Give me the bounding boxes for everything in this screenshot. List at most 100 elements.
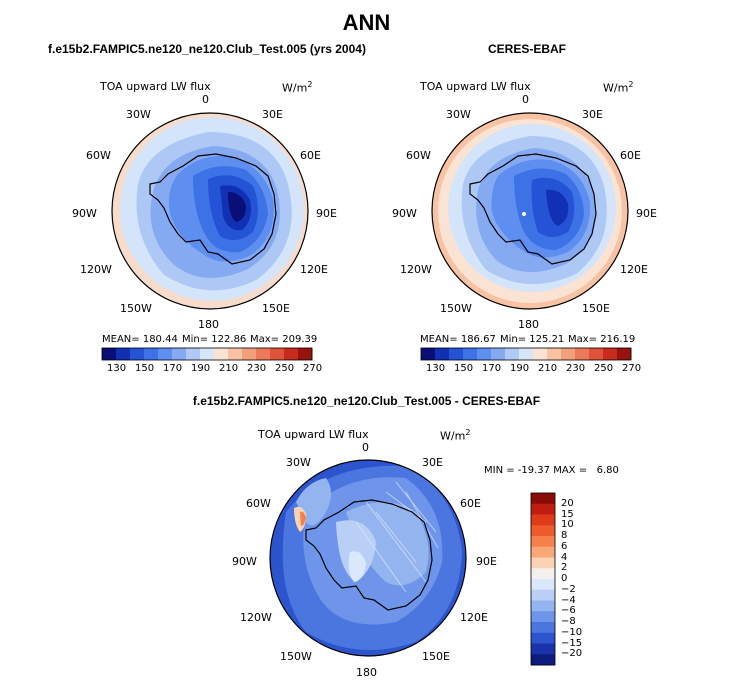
model-lon-label-90e: 90E <box>316 207 337 220</box>
diff-colorbar-tick-label: −20 <box>561 648 583 660</box>
obs-mean-stat: MEAN= 186.67 <box>420 334 496 345</box>
obs-colorbar-swatch <box>491 348 506 360</box>
model-colorbar-tick-label: 150 <box>135 363 155 374</box>
model-colorbar-swatch <box>102 348 117 360</box>
model-colorbar-swatch <box>116 348 131 360</box>
obs-lon-label-60w: 60W <box>406 149 431 162</box>
obs-colorbar-tick-label: 270 <box>622 363 642 374</box>
model-lon-label-90w: 90W <box>72 207 97 220</box>
diff-colorbar-tick-label: 6 <box>561 540 568 552</box>
diff-lon-label-90e: 90E <box>476 555 497 568</box>
obs-lon-label-120w: 120W <box>400 263 432 276</box>
obs-min-stat: Min= 125.21 <box>500 334 565 345</box>
obs-lon-label-150w: 150W <box>440 302 472 315</box>
obs-colorbar-swatch <box>519 348 534 360</box>
model-mean-stat: MEAN= 180.44 <box>102 334 178 345</box>
diff-colorbar-swatch <box>531 525 555 537</box>
diff-colorbar-swatch <box>531 493 555 505</box>
diff-lon-label-90w: 90W <box>232 555 257 568</box>
diff-colorbar-swatch <box>531 514 555 526</box>
model-colorbar-tick-label: 210 <box>219 363 239 374</box>
model-colorbar-tick-label: 130 <box>107 363 127 374</box>
obs-colorbar-tick-label: 250 <box>594 363 614 374</box>
diff-lon-label-60e: 60E <box>460 497 481 510</box>
model-lon-label-60w: 60W <box>86 149 111 162</box>
model-colorbar-swatch <box>284 348 299 360</box>
obs-colorbar-swatch <box>463 348 478 360</box>
obs-lon-label-90e: 90E <box>636 207 657 220</box>
diff-units-label: W/m2 <box>440 428 471 443</box>
obs-lon-label-60e: 60E <box>620 149 641 162</box>
obs-polar-map <box>431 112 629 310</box>
diff-colorbar-tick-label: 20 <box>561 497 574 509</box>
obs-max-stat: Max= 216.19 <box>568 334 636 345</box>
obs-lon-label-30e: 30E <box>582 108 603 121</box>
diff-colorbar-tick-label: −8 <box>561 616 576 627</box>
diff-colorbar-swatch <box>531 654 555 666</box>
obs-lon-label-120e: 120E <box>620 263 648 276</box>
obs-colorbar-tick-label: 210 <box>538 363 558 374</box>
diff-colorbar-swatch <box>531 622 555 634</box>
model-lon-label-0: 0 <box>202 93 209 106</box>
diff-lon-label-30e: 30E <box>422 456 443 469</box>
obs-colorbar-tick-label: 190 <box>510 363 530 374</box>
obs-colorbar-swatch <box>449 348 464 360</box>
model-lon-label-60e: 60E <box>300 149 321 162</box>
model-colorbar-tick-label: 230 <box>247 363 267 374</box>
model-lon-label-150e: 150E <box>262 302 290 315</box>
obs-lon-label-90w: 90W <box>392 207 417 220</box>
model-colorbar-tick-label: 270 <box>303 363 323 374</box>
diff-min-max-stat: MIN = -19.37 MAX = 6.80 <box>484 465 619 476</box>
obs-colorbar-swatch <box>603 348 618 360</box>
diff-colorbar-tick-label: 2 <box>561 562 568 574</box>
obs-colorbar-tick-label: 150 <box>454 363 474 374</box>
main-title: ANN <box>342 10 391 35</box>
model-polar-map <box>111 112 309 310</box>
model-lon-label-120w: 120W <box>80 263 112 276</box>
model-lon-label-150w: 150W <box>120 302 152 315</box>
obs-colorbar-swatch <box>575 348 590 360</box>
diff-panel-title: f.e15b2.FAMPIC5.ne120_ne120.Club_Test.00… <box>192 394 541 408</box>
diff-colorbar <box>530 492 556 666</box>
model-colorbar-border <box>101 347 313 361</box>
model-colorbar-swatch <box>256 348 271 360</box>
diff-colorbar-swatch <box>531 568 555 580</box>
diff-lon-label-120w: 120W <box>240 611 272 624</box>
diff-lon-label-150w: 150W <box>280 650 312 663</box>
diff-lon-label-0: 0 <box>362 441 369 454</box>
obs-colorbar-swatch <box>477 348 492 360</box>
obs-colorbar-swatch <box>617 348 632 360</box>
diff-lon-label-120e: 120E <box>460 611 488 624</box>
diff-colorbar-swatch <box>531 579 555 591</box>
diff-colorbar-swatch <box>531 600 555 612</box>
model-colorbar-ticks: 130 150 170 190 210 230 250 270 <box>102 363 322 377</box>
obs-colorbar-swatch <box>505 348 520 360</box>
model-variable-label: TOA upward LW flux <box>100 80 211 93</box>
diff-colorbar-swatch <box>531 557 555 569</box>
obs-lon-label-0: 0 <box>522 93 529 106</box>
diff-colorbar-swatch <box>531 611 555 623</box>
obs-colorbar-tick-label: 170 <box>482 363 502 374</box>
diff-colorbar-swatch <box>531 589 555 601</box>
model-colorbar-tick-label: 170 <box>163 363 183 374</box>
diff-colorbar-tick-label: −10 <box>561 626 583 638</box>
model-colorbar-swatch <box>172 348 187 360</box>
diff-colorbar-swatch <box>531 632 555 644</box>
diff-colorbar-tick-label: 15 <box>561 508 574 520</box>
obs-colorbar-swatch <box>547 348 562 360</box>
obs-variable-label: TOA upward LW flux <box>420 80 531 93</box>
model-colorbar-swatch <box>214 348 229 360</box>
model-panel-title: f.e15b2.FAMPIC5.ne120_ne120.Club_Test.00… <box>48 42 366 56</box>
model-units-label: W/m2 <box>282 80 313 95</box>
obs-lon-label-30w: 30W <box>446 108 471 121</box>
model-colorbar-swatch <box>186 348 201 360</box>
model-colorbar-tick-label: 250 <box>275 363 295 374</box>
obs-colorbar-swatch <box>435 348 450 360</box>
diff-colorbar-tick-label: 8 <box>561 530 568 541</box>
diff-colorbar-swatch <box>531 643 555 655</box>
obs-lon-label-150e: 150E <box>582 302 610 315</box>
model-lon-label-30e: 30E <box>262 108 283 121</box>
obs-colorbar-swatch <box>561 348 576 360</box>
model-colorbar-swatch <box>228 348 243 360</box>
model-colorbar-swatch <box>298 348 313 360</box>
